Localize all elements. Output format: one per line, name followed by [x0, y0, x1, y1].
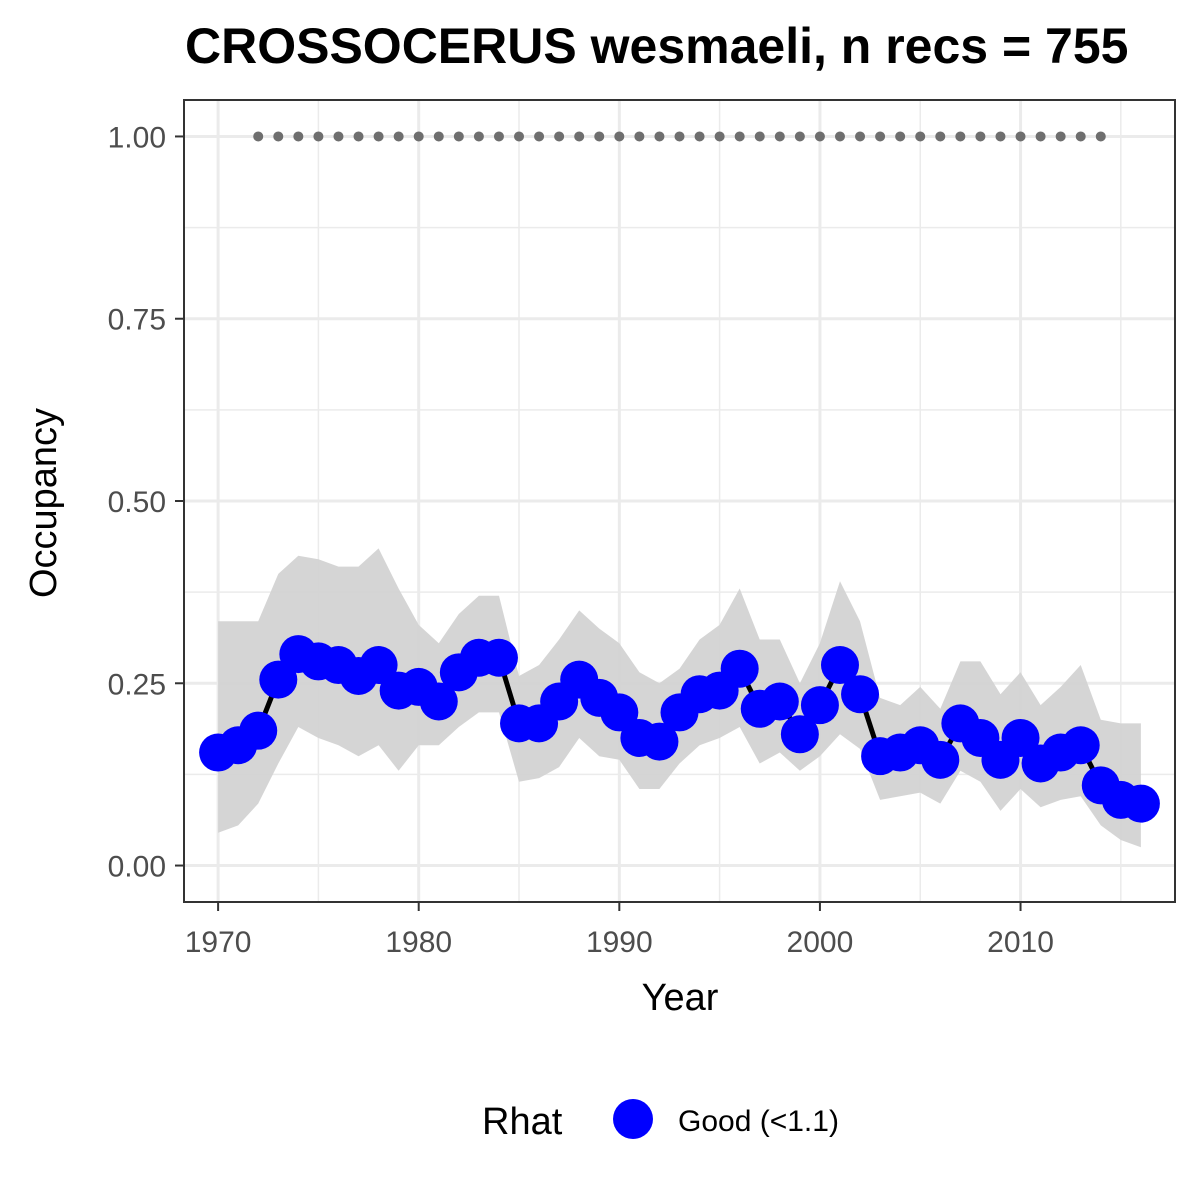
- data-point: [359, 646, 398, 685]
- record-marker: [393, 131, 404, 142]
- record-marker: [814, 131, 825, 142]
- y-axis-title: Occupancy: [23, 408, 65, 598]
- data-point: [780, 715, 819, 754]
- x-tick-label: 1970: [185, 926, 252, 959]
- data-point: [760, 682, 799, 721]
- record-marker: [293, 131, 304, 142]
- data-point: [841, 675, 880, 714]
- record-marker: [1075, 131, 1086, 142]
- record-marker: [353, 131, 364, 142]
- data-point: [1061, 726, 1100, 765]
- y-tick-label: 0.75: [108, 304, 166, 337]
- chart-title: CROSSOCERUS wesmaeli, n recs = 755: [185, 18, 1128, 74]
- record-marker: [955, 131, 966, 142]
- record-marker: [273, 131, 284, 142]
- record-marker: [253, 131, 264, 142]
- record-marker: [574, 131, 585, 142]
- record-marker: [1095, 131, 1106, 142]
- record-marker: [995, 131, 1006, 142]
- record-marker: [714, 131, 725, 142]
- x-axis: 1970 1980 1990 2000 2010: [185, 902, 1054, 959]
- x-tick-label: 2010: [987, 926, 1054, 959]
- record-markers: [253, 131, 1106, 142]
- data-point: [640, 722, 679, 761]
- record-marker: [493, 131, 504, 142]
- y-tick-label: 1.00: [108, 121, 166, 154]
- data-point: [259, 660, 298, 699]
- data-point: [479, 638, 518, 677]
- record-marker: [473, 131, 484, 142]
- record-marker: [734, 131, 745, 142]
- record-marker: [935, 131, 946, 142]
- x-tick-label: 2000: [787, 926, 854, 959]
- legend-key-good: [613, 1099, 653, 1139]
- record-marker: [754, 131, 765, 142]
- record-marker: [1035, 131, 1046, 142]
- legend: Rhat Good (<1.1): [482, 1099, 839, 1143]
- data-point: [921, 740, 960, 779]
- y-tick-label: 0.25: [108, 668, 166, 701]
- data-point: [820, 646, 859, 685]
- y-tick-label: 0.50: [108, 486, 166, 519]
- data-point: [1121, 784, 1160, 823]
- record-marker: [333, 131, 344, 142]
- record-marker: [413, 131, 424, 142]
- record-marker: [534, 131, 545, 142]
- record-marker: [895, 131, 906, 142]
- legend-title: Rhat: [482, 1101, 563, 1143]
- record-marker: [794, 131, 805, 142]
- plot-panel: [183, 99, 1176, 903]
- record-marker: [1055, 131, 1066, 142]
- record-marker: [855, 131, 866, 142]
- record-marker: [915, 131, 926, 142]
- x-tick-label: 1990: [586, 926, 653, 959]
- y-axis: 0.00 0.25 0.50 0.75 1.00: [108, 121, 184, 884]
- x-axis-title: Year: [642, 977, 719, 1019]
- record-marker: [674, 131, 685, 142]
- record-marker: [1015, 131, 1026, 142]
- record-marker: [594, 131, 605, 142]
- record-marker: [514, 131, 525, 142]
- record-marker: [614, 131, 625, 142]
- y-tick-label: 0.00: [108, 851, 166, 884]
- data-point: [419, 682, 458, 721]
- x-tick-label: 1980: [385, 926, 452, 959]
- record-marker: [313, 131, 324, 142]
- record-marker: [453, 131, 464, 142]
- data-point: [239, 711, 278, 750]
- record-marker: [975, 131, 986, 142]
- record-marker: [875, 131, 886, 142]
- record-marker: [694, 131, 705, 142]
- record-marker: [433, 131, 444, 142]
- record-marker: [774, 131, 785, 142]
- data-point: [720, 649, 759, 688]
- data-point: [800, 686, 839, 725]
- record-marker: [634, 131, 645, 142]
- data-point: [600, 693, 639, 732]
- record-marker: [373, 131, 384, 142]
- data-point: [1001, 718, 1040, 757]
- record-marker: [554, 131, 565, 142]
- legend-label-good: Good (<1.1): [678, 1105, 839, 1138]
- points-layer: [199, 635, 1160, 823]
- record-marker: [654, 131, 665, 142]
- record-marker: [834, 131, 845, 142]
